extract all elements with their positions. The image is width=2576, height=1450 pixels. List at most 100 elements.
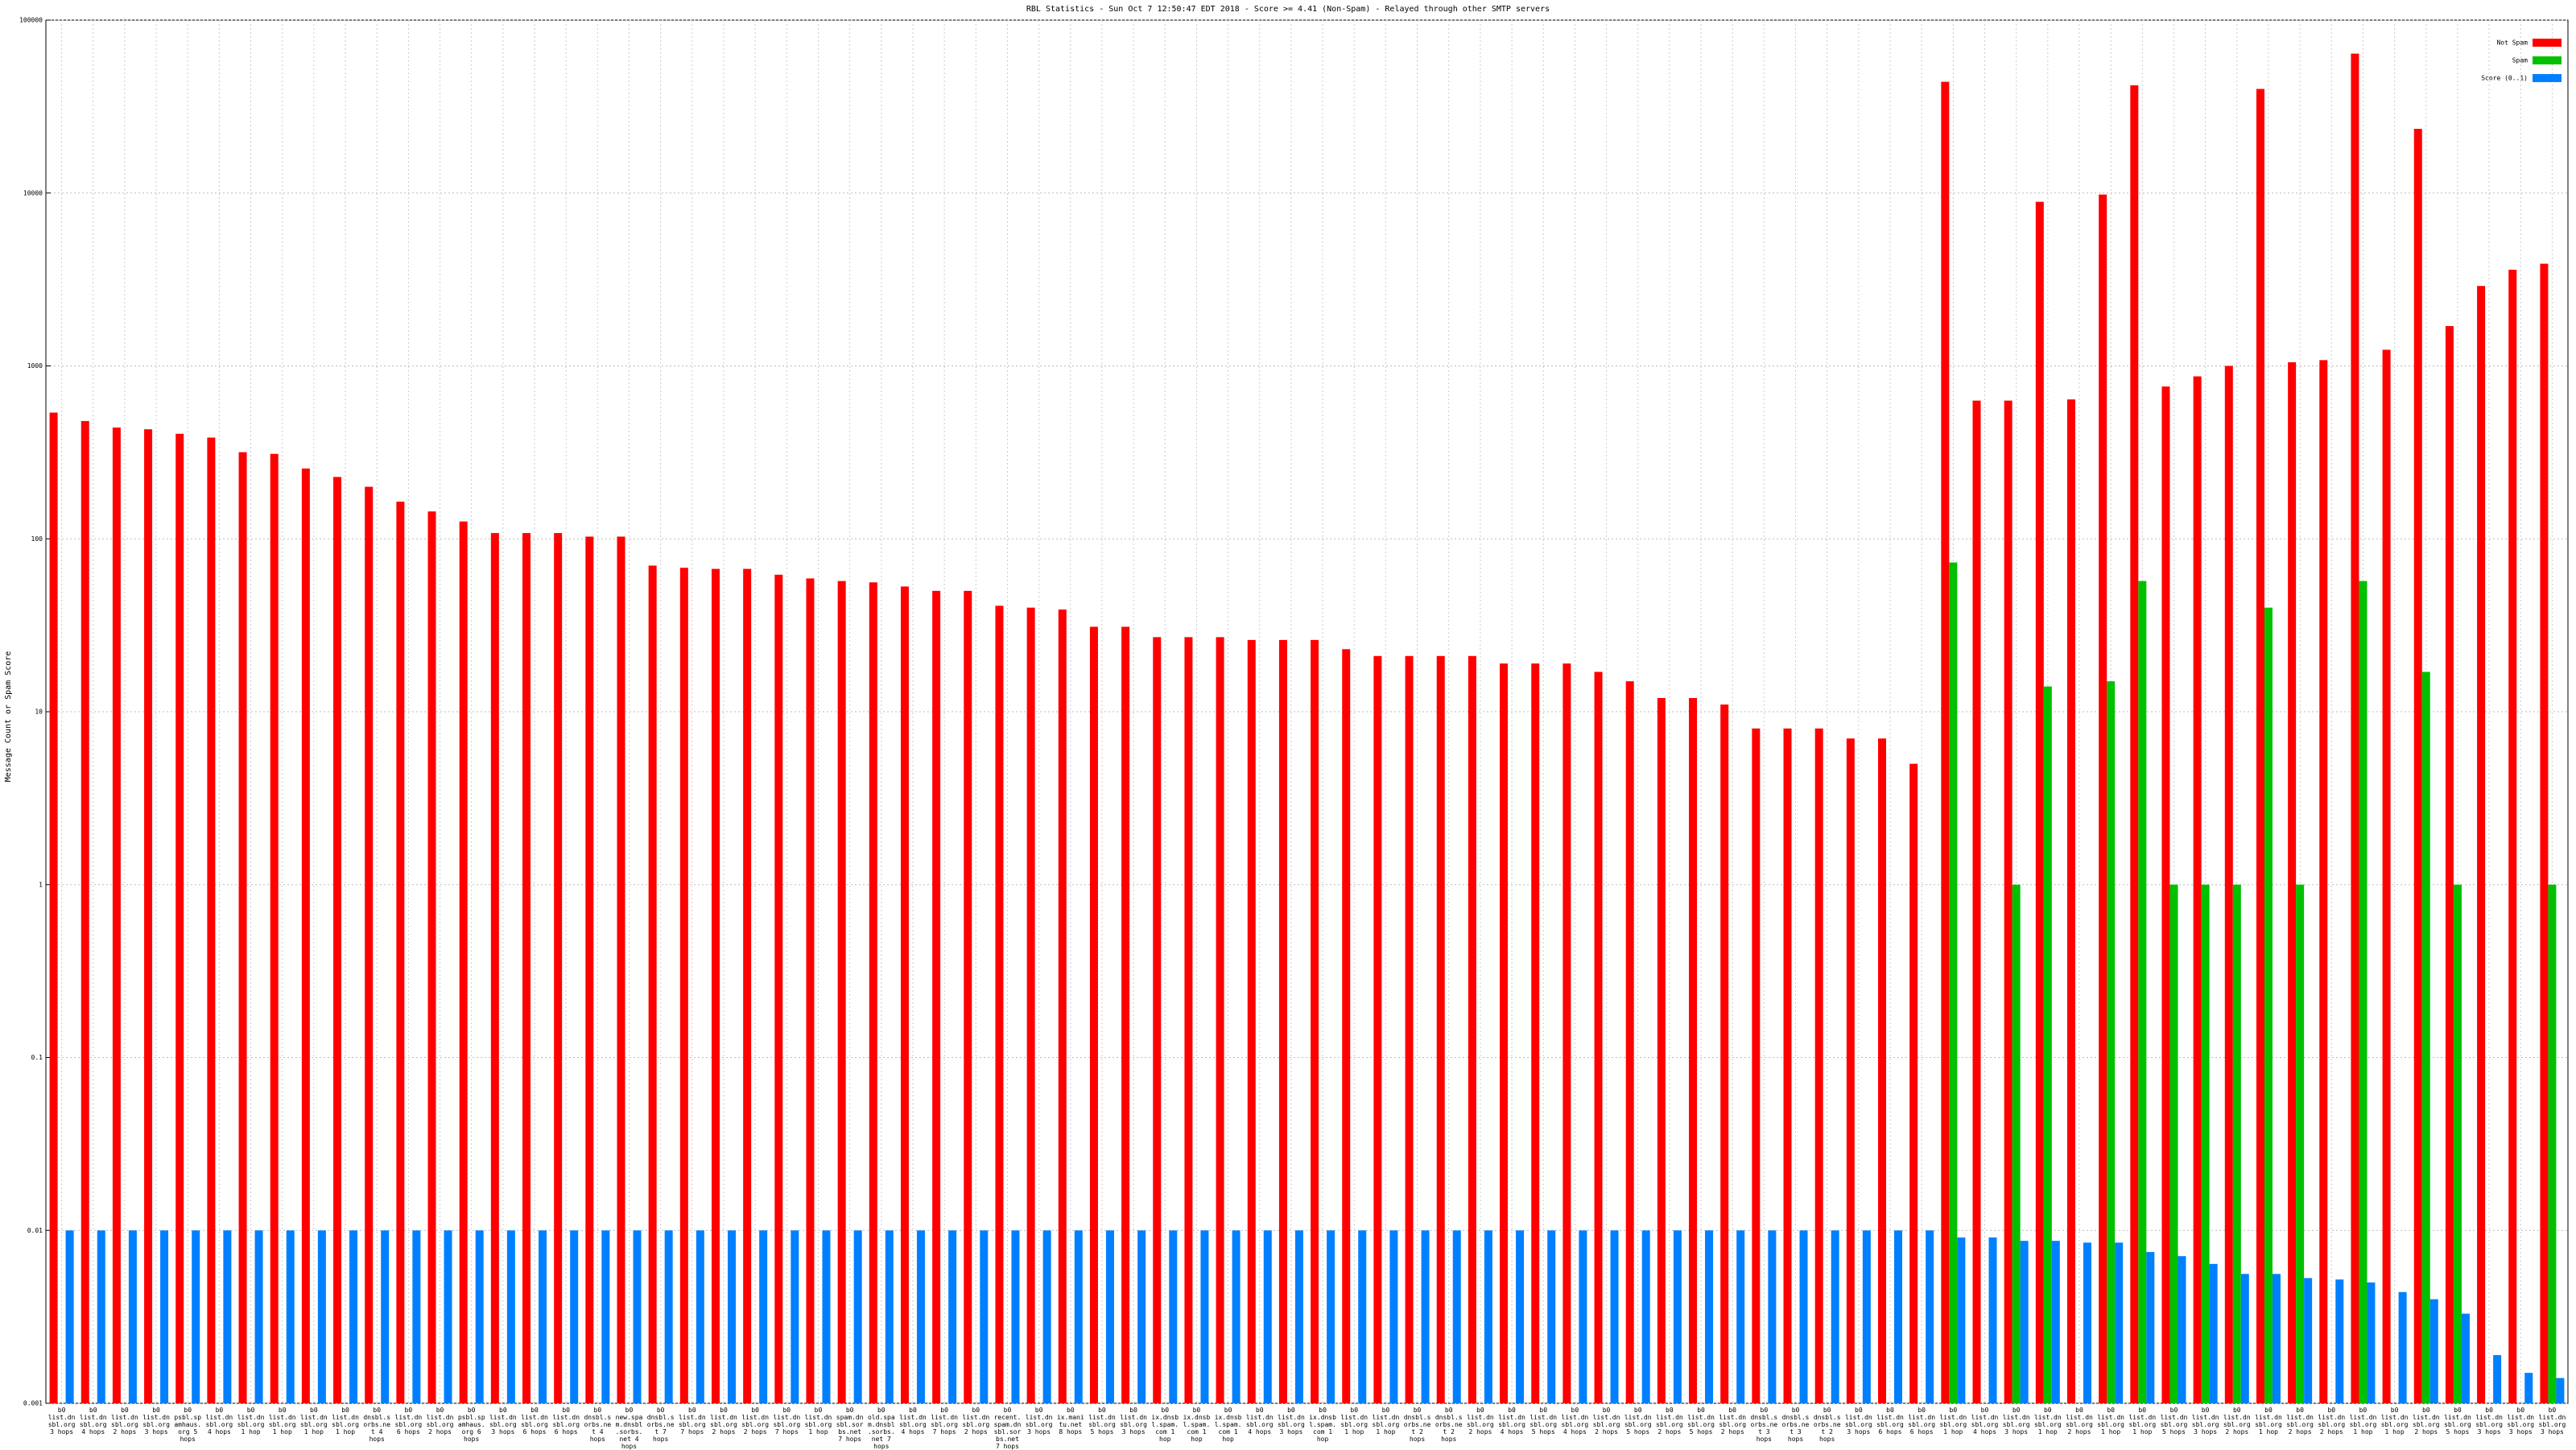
bar: [2445, 326, 2454, 1403]
bar: [1074, 1230, 1083, 1403]
x-tick-label: b0 dnsbl.sorbs.net 3 hops: [1781, 1407, 1810, 1443]
x-tick-label: b0 list.dnsbl.org 3 hops: [142, 1407, 170, 1436]
bar: [1216, 637, 1224, 1403]
bar: [2296, 884, 2305, 1403]
x-tick-label: b0 ix.manitu.net 8 hops: [1056, 1407, 1084, 1436]
x-tick-label: b0 list.dnsbl.org 2 hops: [741, 1407, 770, 1436]
x-tick-label: b0 dnsbl.sorbs.net 4 hops: [363, 1407, 391, 1443]
bar: [1311, 639, 1319, 1403]
x-tick-label: b0 list.dnsbl.org 1 hop: [237, 1407, 265, 1436]
x-tick-label: b0 list.dnsbl.org 3 hops: [1844, 1407, 1872, 1436]
bar: [2382, 349, 2391, 1403]
bar: [144, 429, 153, 1403]
bar: [2035, 201, 2044, 1403]
bar: [2012, 884, 2021, 1403]
bar: [696, 1230, 704, 1403]
x-tick-label: b0 list.dnsbl.org 1 hop: [300, 1407, 328, 1436]
x-tick-label: b0 list.dnsbl.org 1 hop: [2097, 1407, 2124, 1436]
bar: [2335, 1279, 2344, 1403]
x-tick-label: b0 list.dnsbl.org 4 hops: [1498, 1407, 1525, 1436]
bar: [743, 568, 752, 1403]
bar: [1673, 1230, 1682, 1403]
bar: [2461, 1313, 2470, 1403]
y-tick-label: 10: [35, 708, 43, 716]
bar: [1058, 609, 1067, 1403]
bar: [396, 502, 405, 1403]
x-tick-label: b0 list.dnsbl.org 3 hops: [489, 1407, 517, 1436]
bar: [2161, 386, 2170, 1404]
bar: [853, 1230, 862, 1403]
x-tick-label: b0 list.dnsbl.org 5 hops: [1624, 1407, 1652, 1436]
bar: [522, 533, 531, 1403]
bar: [2099, 194, 2107, 1404]
bar: [2421, 671, 2430, 1403]
bar: [1972, 400, 1981, 1404]
bar: [1641, 1230, 1650, 1403]
bar: [539, 1230, 547, 1403]
x-tick-label: b0 list.dnsbl.org 2 hops: [426, 1407, 454, 1436]
x-tick-label: b0 list.dnsbl.org 5 hops: [1530, 1407, 1558, 1436]
x-tick-label: b0 list.dnsbl.org 2 hops: [2318, 1407, 2346, 1436]
bar: [711, 568, 720, 1403]
x-tick-label: b0 spam.dnsbl.sorbs.net 7 hops: [836, 1407, 864, 1443]
bar: [633, 1230, 642, 1403]
bar: [2508, 270, 2517, 1403]
bar: [2201, 884, 2210, 1403]
legend-swatch: [2533, 56, 2562, 64]
bar: [2477, 286, 2486, 1403]
bar: [1783, 728, 1792, 1403]
x-tick-label: b0 psbl.spamhaus.org 6 hops: [457, 1407, 485, 1443]
bar: [2453, 884, 2462, 1403]
x-tick-label: b0 list.dnsbl.org 3 hops: [2507, 1407, 2535, 1436]
x-tick-label: b0 list.dnsbl.org 6 hops: [521, 1407, 548, 1436]
bar: [317, 1230, 326, 1403]
bar: [648, 565, 657, 1404]
bar: [1862, 1230, 1871, 1403]
y-tick-label: 0.001: [23, 1400, 43, 1407]
y-axis-label: Message Count or Spam Score: [4, 651, 13, 783]
bar: [885, 1230, 894, 1403]
x-tick-label: b0 dnsbl.sorbs.net 7 hops: [646, 1407, 675, 1443]
bar: [65, 1230, 74, 1403]
bar: [1531, 663, 1540, 1403]
bar: [160, 1230, 169, 1403]
bar: [1421, 1230, 1430, 1403]
bar: [2178, 1256, 2186, 1403]
x-tick-label: b0 list.dnsbl.org 7 hops: [678, 1407, 706, 1436]
bar: [727, 1230, 736, 1403]
bar: [1768, 1230, 1777, 1403]
bar: [2138, 580, 2147, 1403]
bar: [1752, 728, 1761, 1403]
bar: [2367, 1282, 2376, 1403]
bar: [774, 574, 783, 1403]
x-tick-label: b0 list.dnsbl.org 5 hops: [2160, 1407, 2188, 1436]
bar: [1373, 655, 1382, 1403]
legend-label: Spam: [2512, 57, 2528, 64]
bar: [948, 1230, 957, 1403]
x-tick-label: b0 list.dnsbl.org 7 hops: [773, 1407, 801, 1436]
bar: [412, 1230, 421, 1403]
x-tick-label: b0 list.dnsbl.org 2 hops: [2286, 1407, 2314, 1436]
bar: [270, 453, 279, 1403]
x-tick-label: b0 list.dnsbl.org 1 hop: [268, 1407, 296, 1436]
bar: [2272, 1274, 2281, 1403]
bar: [1327, 1230, 1335, 1403]
bar: [2398, 1291, 2407, 1403]
bar: [2193, 376, 2202, 1403]
x-tick-label: b0 recent.spam.dnsbl.sorbs.net 7 hops: [993, 1407, 1022, 1450]
bar: [900, 586, 909, 1403]
x-tick-label: b0 list.dnsbl.org 3 hops: [2191, 1407, 2219, 1436]
bar: [2413, 129, 2422, 1403]
bar: [2556, 1378, 2565, 1403]
bar: [1089, 626, 1098, 1403]
bar: [2256, 89, 2264, 1403]
bar: [1263, 1230, 1272, 1403]
bar: [1278, 639, 1287, 1403]
x-tick-label: b0 list.dnsbl.org 3 hops: [1278, 1407, 1305, 1436]
bar: [365, 486, 374, 1404]
bar: [617, 536, 625, 1404]
bar: [1909, 763, 1918, 1403]
legend-swatch: [2533, 74, 2562, 82]
x-tick-label: b0 list.dnsbl.org 3 hops: [2475, 1407, 2503, 1436]
